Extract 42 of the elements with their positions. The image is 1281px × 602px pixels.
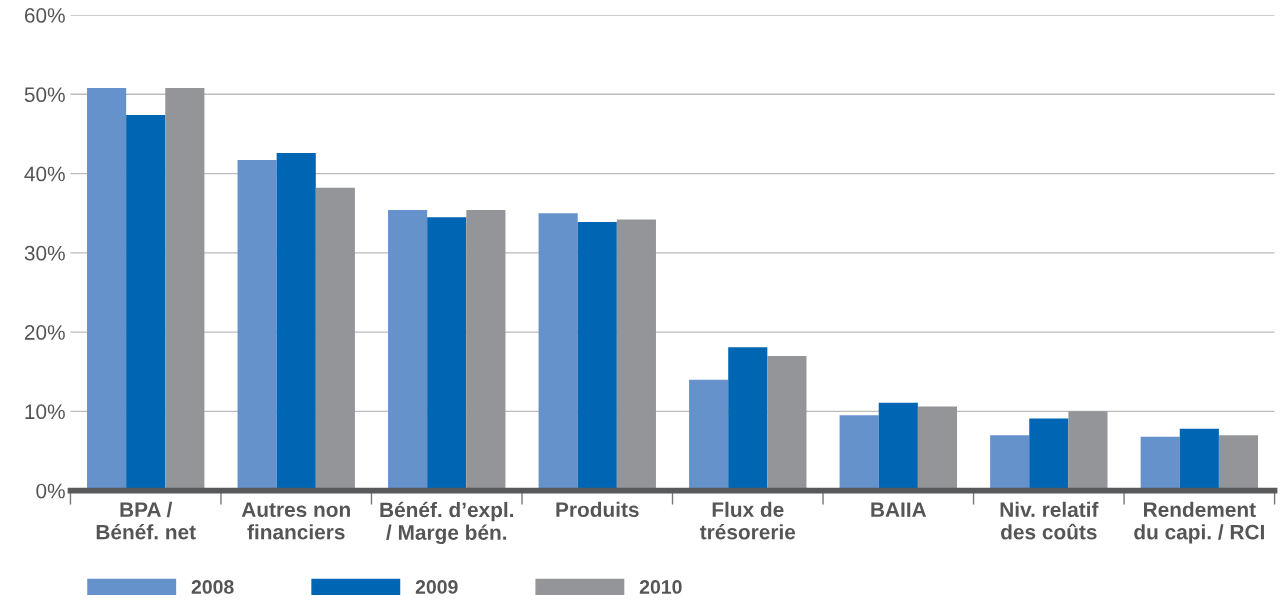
y-tick-label: 50%: [24, 87, 65, 103]
legend-label: 2010: [639, 580, 682, 594]
bar: [276, 152, 316, 491]
y-tick-label: 30%: [24, 245, 65, 261]
bar: [1218, 435, 1259, 491]
bar: [728, 347, 768, 491]
bar: [466, 210, 506, 491]
bar: [917, 406, 957, 491]
bar: [87, 87, 127, 491]
x-tick-label: Bénéf. d’expl. / Marge bén.: [380, 501, 514, 545]
bar: [990, 435, 1030, 491]
bar: [767, 355, 807, 491]
bar: [1179, 428, 1219, 491]
bar: [388, 210, 428, 491]
y-tick-label: 40%: [24, 166, 65, 182]
bar: [689, 379, 729, 491]
bar: [577, 221, 617, 491]
bar: [237, 160, 277, 491]
y-tick-label: 20%: [24, 325, 65, 340]
y-tick-label: 0%: [36, 483, 65, 499]
y-tick-label: 60%: [24, 8, 65, 23]
bar: [1140, 436, 1180, 491]
x-tick-label: Rendement du capi. / RCI: [1134, 501, 1264, 544]
legend-label: 2008: [191, 580, 234, 594]
x-tick-label: Produits: [556, 501, 639, 518]
bar: [538, 213, 578, 491]
bar: [616, 219, 656, 491]
x-tick-label: Flux de trésorerie: [699, 501, 796, 540]
x-tick-label: BPA / Bénéf. net: [96, 501, 196, 540]
bar: [1029, 418, 1069, 491]
legend-label: 2009: [415, 580, 458, 594]
y-tick-label: 10%: [25, 404, 65, 420]
x-tick-label: BAIIA: [871, 502, 927, 517]
bar: [315, 187, 355, 491]
bar: [878, 402, 918, 491]
bar: [839, 415, 879, 491]
bar: [1068, 411, 1108, 491]
x-tick-label: Niv. relatif des coûts: [1000, 501, 1099, 540]
bar: [126, 114, 166, 491]
bar: [427, 217, 467, 491]
x-tick-label: Autres non financiers: [241, 502, 350, 540]
bar: [165, 87, 205, 491]
